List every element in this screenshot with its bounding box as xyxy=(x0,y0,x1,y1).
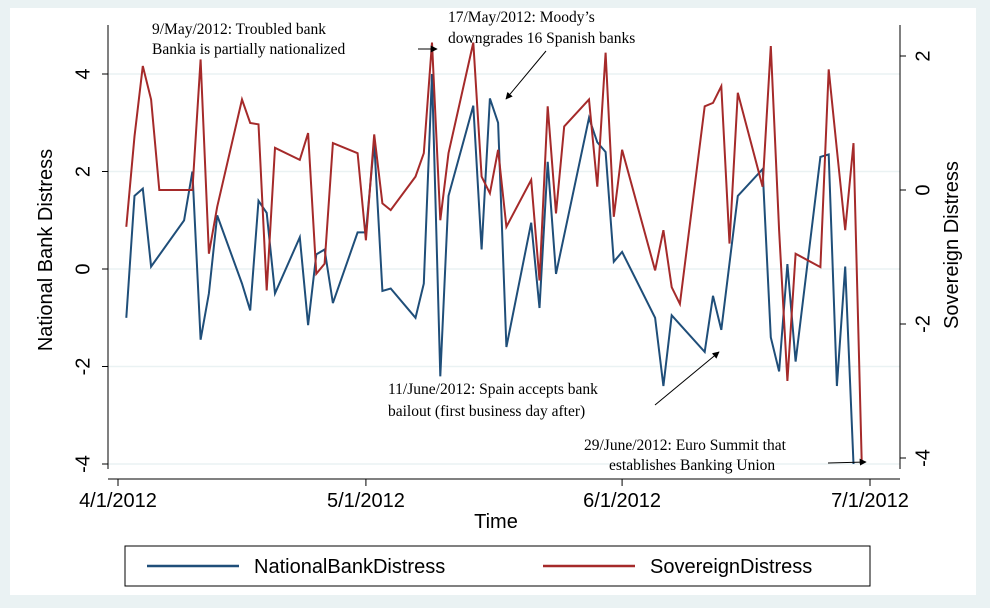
annotation-bailout-line2: bailout (first business day after) xyxy=(388,403,585,420)
y-tick-label: -2 xyxy=(72,358,94,376)
y2-tick-label: 0 xyxy=(912,184,934,195)
annotation-bankia: 9/May/2012: Troubled bank Bankia is part… xyxy=(152,21,438,58)
annotation-bankia-line2: Bankia is partially nationalized xyxy=(152,41,346,58)
x-ticks: 4/1/2012 5/1/2012 6/1/2012 7/1/2012 xyxy=(79,479,909,512)
annotation-euro-summit: 29/June/2012: Euro Summit that establish… xyxy=(584,437,867,474)
annotation-bailout: 11/June/2012: Spain accepts bank bailout… xyxy=(388,351,720,420)
y2-ticks: 2 0 -2 -4 xyxy=(900,50,934,467)
annotation-moodys-line1: 17/May/2012: Moody’s xyxy=(448,9,595,26)
y-tick-label: 4 xyxy=(72,68,94,79)
y-ticks: 4 2 0 -2 -4 xyxy=(72,68,108,473)
legend-label-sovereign: SovereignDistress xyxy=(650,556,812,578)
y2-tick-label: -2 xyxy=(912,315,934,333)
y-tick-label: -4 xyxy=(72,455,94,473)
x-tick-label: 5/1/2012 xyxy=(327,490,405,512)
annotation-euro-summit-line2: establishes Banking Union xyxy=(609,457,775,474)
series-layer xyxy=(125,42,863,465)
annotation-bailout-arrow xyxy=(654,351,720,406)
x-tick-label: 4/1/2012 xyxy=(79,490,157,512)
y2-axis-title: Sovereign Distress xyxy=(941,161,963,329)
series-line-sovereign-distress xyxy=(125,42,863,462)
annotation-moodys-arrow xyxy=(505,50,547,100)
annotation-bankia-line1: 9/May/2012: Troubled bank xyxy=(152,21,326,38)
x-axis-title: Time xyxy=(474,511,518,533)
x-tick-label: 6/1/2012 xyxy=(583,490,661,512)
annotation-bailout-line1: 11/June/2012: Spain accepts bank xyxy=(388,381,598,398)
annotation-moodys: 17/May/2012: Moody’s downgrades 16 Spani… xyxy=(448,9,635,100)
x-tick-label: 7/1/2012 xyxy=(831,490,909,512)
series-line-national-bank-distress xyxy=(125,73,855,465)
annotation-euro-summit-arrow xyxy=(827,458,867,466)
annotation-moodys-line2: downgrades 16 Spanish banks xyxy=(448,30,635,47)
y-tick-label: 0 xyxy=(72,263,94,274)
y2-tick-label: 2 xyxy=(912,50,934,61)
y-axis-title: National Bank Distress xyxy=(35,149,57,351)
legend-label-national: NationalBankDistress xyxy=(254,556,445,578)
legend: NationalBankDistress SovereignDistress xyxy=(124,545,871,587)
legend-box xyxy=(124,545,871,587)
annotation-euro-summit-line1: 29/June/2012: Euro Summit that xyxy=(584,437,787,454)
y-tick-label: 2 xyxy=(72,166,94,177)
y2-tick-label: -4 xyxy=(912,449,934,467)
